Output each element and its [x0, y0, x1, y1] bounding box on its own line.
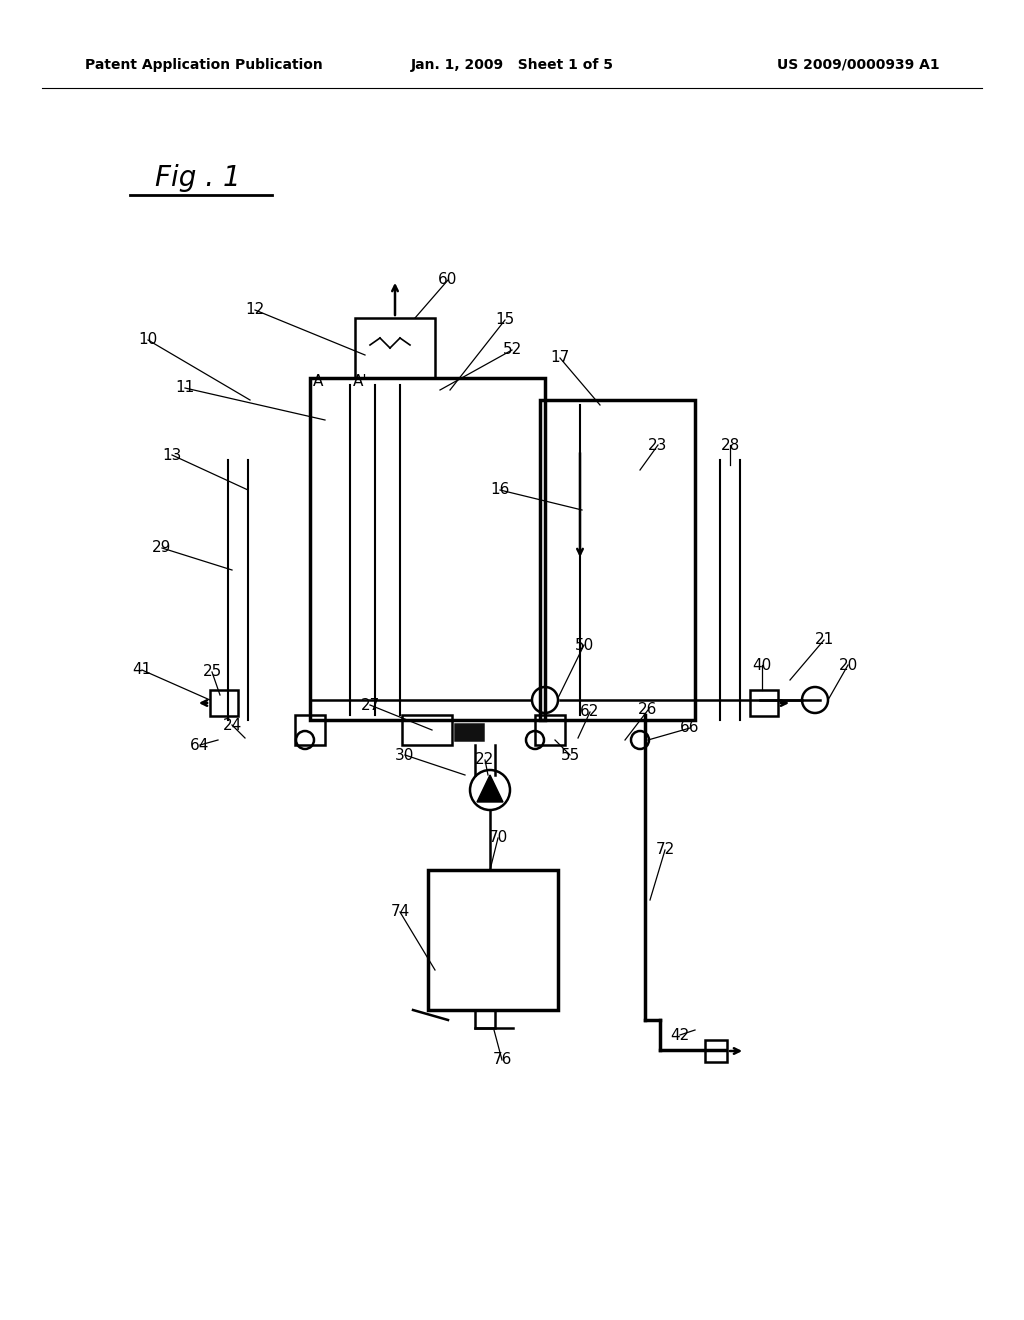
- Text: Fig . 1: Fig . 1: [156, 164, 241, 191]
- Text: 41: 41: [132, 663, 152, 677]
- Bar: [310, 378, 545, 719]
- Text: 62: 62: [581, 705, 600, 719]
- Text: 74: 74: [390, 904, 410, 920]
- Bar: [210, 690, 238, 715]
- Text: 52: 52: [503, 342, 521, 358]
- Text: 11: 11: [175, 380, 195, 396]
- Text: 10: 10: [138, 333, 158, 347]
- Bar: [402, 715, 452, 744]
- Text: 12: 12: [246, 302, 264, 318]
- Text: 60: 60: [438, 272, 458, 288]
- Text: 40: 40: [753, 657, 772, 672]
- Text: 26: 26: [638, 702, 657, 718]
- Text: 16: 16: [490, 483, 510, 498]
- Text: 76: 76: [493, 1052, 512, 1068]
- Bar: [295, 715, 325, 744]
- Text: 20: 20: [839, 657, 858, 672]
- Bar: [705, 1040, 727, 1063]
- Text: 25: 25: [203, 664, 221, 680]
- Text: 64: 64: [190, 738, 210, 752]
- Text: 23: 23: [648, 437, 668, 453]
- Text: A: A: [312, 375, 324, 389]
- Text: 21: 21: [814, 632, 834, 648]
- Bar: [535, 715, 565, 744]
- Text: Jan. 1, 2009   Sheet 1 of 5: Jan. 1, 2009 Sheet 1 of 5: [411, 58, 613, 73]
- Text: 50: 50: [574, 638, 594, 652]
- Text: 22: 22: [475, 752, 495, 767]
- Bar: [540, 400, 695, 719]
- Text: 72: 72: [655, 842, 675, 858]
- Text: 30: 30: [395, 747, 415, 763]
- Text: 24: 24: [222, 718, 242, 733]
- Bar: [455, 723, 483, 741]
- Bar: [355, 318, 435, 378]
- Text: 66: 66: [680, 721, 699, 735]
- Text: 15: 15: [496, 313, 515, 327]
- Bar: [428, 870, 558, 1010]
- Text: 28: 28: [720, 437, 739, 453]
- Text: 29: 29: [153, 540, 172, 556]
- Polygon shape: [477, 775, 503, 803]
- Text: 27: 27: [360, 697, 380, 713]
- Bar: [475, 1010, 495, 1028]
- Text: 42: 42: [671, 1027, 689, 1043]
- Text: 17: 17: [550, 351, 569, 366]
- Text: Patent Application Publication: Patent Application Publication: [85, 58, 323, 73]
- Text: 13: 13: [163, 447, 181, 462]
- Text: 55: 55: [560, 747, 580, 763]
- Text: 70: 70: [488, 830, 508, 846]
- Text: US 2009/0000939 A1: US 2009/0000939 A1: [777, 58, 940, 73]
- Text: A': A': [352, 375, 368, 389]
- Bar: [750, 690, 778, 715]
